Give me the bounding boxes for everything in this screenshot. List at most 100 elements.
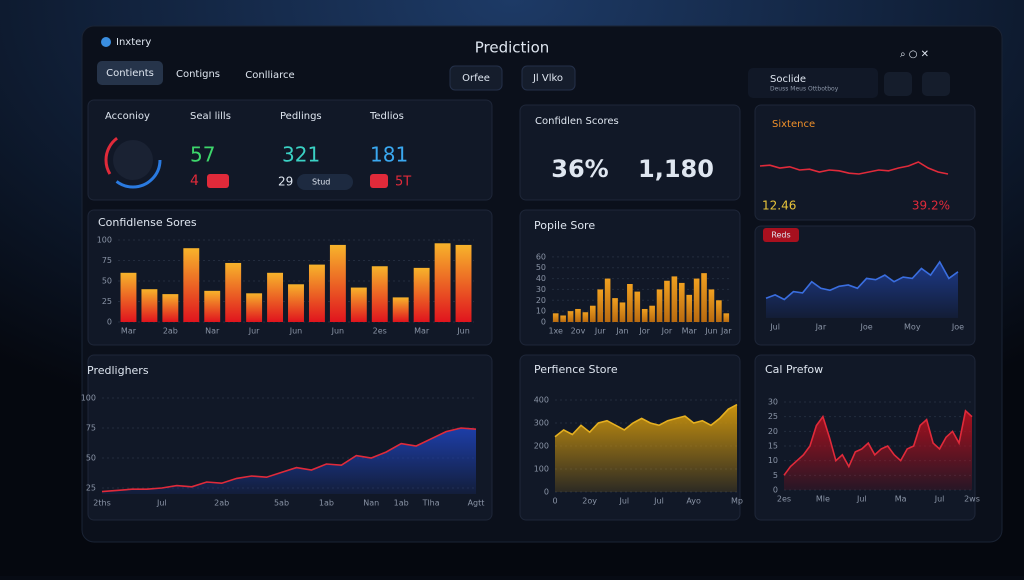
x-tick-label: 1xe (548, 327, 563, 336)
bar (288, 284, 304, 322)
user-name[interactable]: Soclide (770, 74, 806, 85)
line (765, 260, 959, 301)
panel (519, 209, 741, 346)
bar (162, 294, 179, 322)
bar (575, 308, 581, 322)
y-tick-label: 0 (773, 486, 778, 495)
x-tick-label: Jun (289, 327, 303, 336)
panel (87, 99, 493, 201)
badge-label: Reds (771, 231, 790, 240)
chip-label[interactable]: Stud (312, 178, 330, 187)
y-tick-label: 30 (768, 398, 778, 407)
chart-title: Popile Sore (534, 219, 595, 232)
bar (183, 248, 200, 322)
y-tick-label: 0 (544, 488, 549, 497)
bar (371, 266, 388, 322)
panel-title: Acconioy (105, 111, 150, 122)
bar (329, 244, 346, 322)
app-name[interactable]: Inxtery (116, 37, 151, 48)
stat-sub: 5T (395, 175, 411, 190)
tab[interactable]: Conlliarce (245, 70, 294, 81)
badge-icon (370, 174, 388, 188)
x-tick-label: Mar (682, 327, 698, 336)
x-tick-label: Ayo (686, 497, 701, 506)
stat-sub: 4 (190, 173, 199, 189)
bar (686, 294, 693, 322)
x-tick-label: Joe (859, 323, 872, 332)
bar (204, 290, 221, 322)
icon-button[interactable] (922, 72, 950, 96)
user-sub: Deuss Meus Ottbotboy (770, 86, 839, 93)
x-tick-label: 1ab (394, 499, 409, 508)
chart-title: Confidlense Sores (98, 216, 197, 229)
x-tick-label: 2ab (163, 327, 178, 336)
bar (604, 278, 611, 322)
y-tick-label: 25 (768, 412, 778, 421)
bar (656, 289, 663, 322)
bar (641, 308, 648, 322)
stat-value: 39.2% (912, 199, 950, 213)
bar (708, 289, 715, 322)
button[interactable] (521, 65, 576, 91)
x-tick-label: Nar (205, 327, 220, 336)
bar (246, 293, 263, 322)
icon-button[interactable] (884, 72, 912, 96)
button-label[interactable]: Jl Vlko (532, 73, 563, 84)
stat-label: Tedlios (369, 111, 404, 122)
bar (723, 313, 730, 322)
x-tick-label: Mar (121, 327, 137, 336)
bar (350, 287, 367, 322)
x-tick-label: 2ab (214, 499, 229, 508)
bar (120, 272, 137, 322)
tab[interactable]: Contigns (176, 69, 220, 80)
stat-value: 321 (282, 143, 320, 167)
x-tick-label: Jul (619, 497, 630, 506)
bar (649, 305, 655, 322)
bar (664, 280, 670, 322)
stat-value: 57 (190, 143, 215, 167)
big-value: 36% (551, 155, 608, 183)
tab[interactable]: Contients (106, 68, 154, 79)
x-tick-label: Joe (951, 323, 964, 332)
x-tick-label: Ma (895, 495, 907, 504)
y-tick-label: 20 (536, 296, 546, 305)
y-tick-label: 75 (102, 256, 112, 265)
x-tick-label: 2es (373, 327, 387, 336)
bar (716, 300, 722, 322)
window-controls[interactable]: ⌕ ○ ✕ (900, 49, 929, 60)
tab-active[interactable] (97, 61, 163, 85)
x-tick-label: Jul (769, 323, 780, 332)
y-tick-label: 50 (102, 277, 112, 286)
x-tick-label: Agtt (468, 499, 485, 508)
y-tick-label: 25 (102, 297, 112, 306)
bar (634, 291, 641, 322)
y-tick-label: 5 (773, 471, 778, 480)
gauge (104, 131, 162, 189)
line (554, 403, 738, 438)
chart-title: Cal Prefow (765, 363, 823, 376)
panel (754, 104, 976, 221)
button[interactable] (449, 65, 503, 91)
big-value: 1,180 (638, 155, 714, 183)
x-tick-label: Jor (661, 327, 673, 336)
bar (413, 267, 430, 322)
user-box[interactable] (748, 68, 878, 98)
panel (87, 209, 493, 346)
y-tick-label: 0 (107, 318, 112, 327)
area (784, 410, 972, 490)
button-label[interactable]: Orfee (462, 73, 490, 84)
y-tick-label: 40 (536, 274, 546, 283)
bar (225, 262, 242, 322)
x-tick-label: Moy (904, 323, 921, 332)
chip[interactable] (297, 174, 353, 190)
line (759, 161, 949, 175)
x-tick-label: 2ths (93, 499, 110, 508)
bar (434, 243, 451, 322)
bar (552, 313, 559, 322)
panel-title: Confidlen Scores (535, 116, 619, 127)
y-tick-label: 30 (536, 285, 546, 294)
app-icon (101, 37, 111, 47)
